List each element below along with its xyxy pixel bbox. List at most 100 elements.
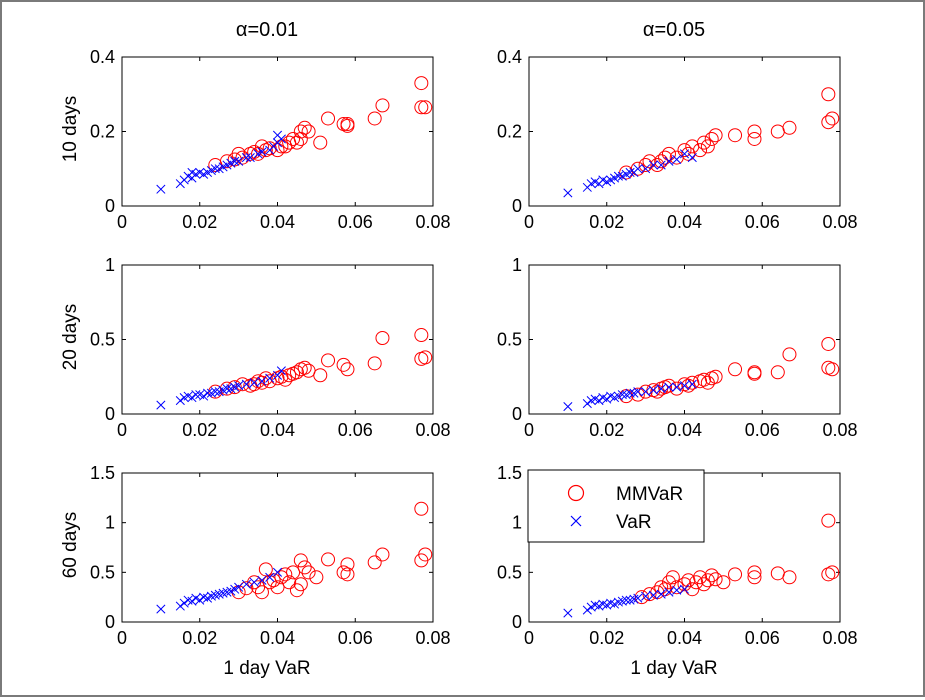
x-tick-label: 0: [117, 212, 127, 232]
series-var: [156, 567, 283, 614]
y-tick-label: 0: [105, 612, 115, 632]
mmvar-point: [685, 375, 700, 390]
mmvar-point: [747, 570, 762, 585]
var-point: [641, 591, 651, 601]
mmvar-point: [313, 368, 328, 383]
subplot-5: 0 0.02 0.04 0.06 0.08 0 0.5 1 1.5: [90, 463, 451, 648]
mmvar-point: [247, 377, 262, 392]
series-var: [563, 584, 690, 618]
var-point: [656, 160, 666, 170]
var-point: [241, 579, 251, 589]
var-point: [234, 582, 244, 592]
y-tick-label: 1.5: [497, 463, 522, 483]
row-label-60-days: 60 days: [60, 512, 81, 579]
mmvar-point: [270, 143, 285, 158]
mmvar-point: [262, 575, 277, 590]
mmvar-point: [375, 547, 390, 562]
mmvar-point: [728, 128, 743, 143]
y-tick-label: 0.5: [497, 562, 522, 582]
x-tick-label: 0.04: [260, 628, 295, 648]
mmvar-point: [704, 568, 719, 583]
mmvar-point: [716, 575, 731, 590]
mmvar-point: [630, 161, 645, 176]
var-point: [214, 589, 224, 599]
mmvar-point: [638, 158, 653, 173]
mmvar-point: [375, 331, 390, 346]
plot-area: [121, 56, 434, 207]
mmvar-point: [247, 575, 262, 590]
mmvar-point: [340, 117, 355, 132]
x-tick-label: 0.02: [182, 628, 217, 648]
x-tick-label: 0.08: [415, 420, 450, 440]
column-title-right: α=0.05: [643, 19, 705, 41]
mmvar-point: [642, 154, 657, 169]
y-tick-label: 0.5: [497, 330, 522, 350]
y-tick-label: 1: [105, 513, 115, 533]
legend-marker-var: [570, 515, 582, 527]
mmvar-point: [289, 365, 304, 380]
legend: MMVaR VaR: [527, 469, 705, 543]
mmvar-point: [696, 372, 711, 387]
mmvar-point: [747, 365, 762, 380]
var-point: [265, 373, 275, 383]
var-point: [664, 156, 674, 166]
y-tick-label: 1.5: [90, 463, 115, 483]
var-point: [617, 596, 627, 606]
var-point: [664, 587, 674, 597]
y-tick-label: 0: [512, 404, 522, 424]
x-tick-label: 0.02: [182, 420, 217, 440]
plot-area: [528, 264, 841, 415]
mmvar-point: [661, 575, 676, 590]
mmvar-point: [728, 567, 743, 582]
var-point: [210, 590, 220, 600]
mmvar-point: [262, 141, 277, 156]
var-point: [234, 156, 244, 166]
var-point: [613, 597, 623, 607]
mmvar-point: [634, 590, 649, 605]
var-point: [276, 366, 286, 376]
x-tick-label: 0: [524, 420, 534, 440]
mmvar-point: [293, 577, 308, 592]
mmvar-point: [340, 557, 355, 572]
y-tick-label: 0.5: [90, 330, 115, 350]
mmvar-point: [696, 135, 711, 150]
mmvar-point: [251, 580, 266, 595]
x-tick-label: 0: [524, 212, 534, 232]
var-point: [664, 382, 674, 392]
x-tick-label: 0.02: [589, 420, 624, 440]
y-tick-label: 0.4: [90, 47, 115, 67]
x-tick-label: 0.08: [822, 420, 857, 440]
var-point: [679, 584, 690, 594]
legend-label-var: VaR: [616, 512, 652, 533]
mmvar-point: [689, 575, 704, 590]
mmvar-point: [782, 570, 797, 585]
var-point: [656, 384, 666, 394]
var-point: [641, 387, 651, 397]
mmvar-point: [297, 360, 312, 375]
var-point: [633, 387, 643, 397]
mmvar-point: [747, 124, 762, 139]
var-point: [687, 153, 697, 163]
row-label-20-days: 20 days: [60, 304, 81, 371]
var-point: [241, 153, 251, 163]
x-tick-label: 0.06: [338, 420, 373, 440]
mmvar-point: [677, 577, 692, 592]
y-tick-label: 0: [105, 196, 115, 216]
mmvar-point: [658, 150, 673, 165]
x-tick-label: 0.06: [338, 628, 373, 648]
x-tick-label: 0.08: [415, 212, 450, 232]
mmvar-point: [231, 146, 246, 161]
var-point: [183, 595, 193, 605]
var-point: [687, 379, 697, 389]
mmvar-point: [708, 572, 723, 587]
x-axis-label-right: 1 day VaR: [630, 658, 717, 679]
mmvar-point: [418, 547, 433, 562]
var-point: [272, 130, 283, 140]
var-point: [218, 588, 228, 598]
mmvar-point: [825, 565, 840, 580]
mmvar-point: [681, 573, 696, 588]
series-var: [563, 379, 697, 412]
var-point: [230, 156, 240, 166]
var-point: [606, 598, 616, 608]
